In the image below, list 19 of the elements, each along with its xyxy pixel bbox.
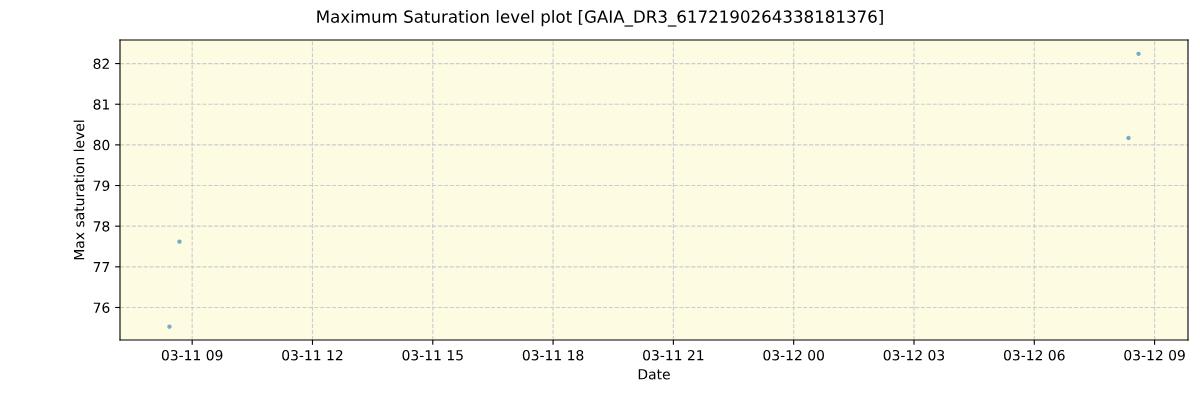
x-tick-label: 03-11 21 — [643, 349, 704, 361]
y-tick-label: 81 — [93, 99, 109, 110]
x-tick-label: 03-11 15 — [402, 349, 463, 361]
x-tick-label: 03-12 03 — [883, 349, 945, 361]
y-axis-title: Max saturation level — [73, 120, 85, 260]
y-tick-label: 78 — [93, 221, 110, 232]
x-tick-label: 03-12 00 — [763, 349, 824, 361]
x-tick-label: 03-11 12 — [282, 349, 343, 361]
y-tick-label: 82 — [93, 58, 109, 70]
x-tick-label: 03-11 18 — [522, 349, 584, 361]
y-tick-label: 77 — [93, 261, 110, 273]
y-tick-label: 79 — [93, 180, 110, 191]
x-tick-label: 03-12 09 — [1124, 349, 1185, 361]
y-tick-label: 76 — [93, 302, 110, 313]
x-tick-label: 03-11 09 — [161, 349, 223, 361]
chart-title: Maximum Saturation level plot [GAIA_DR3_6172190264338181376] — [317, 10, 883, 27]
x-tick-label: 03-12 06 — [1003, 349, 1065, 361]
x-axis-title: Date — [638, 369, 670, 380]
y-tick-label: 80 — [93, 139, 110, 151]
